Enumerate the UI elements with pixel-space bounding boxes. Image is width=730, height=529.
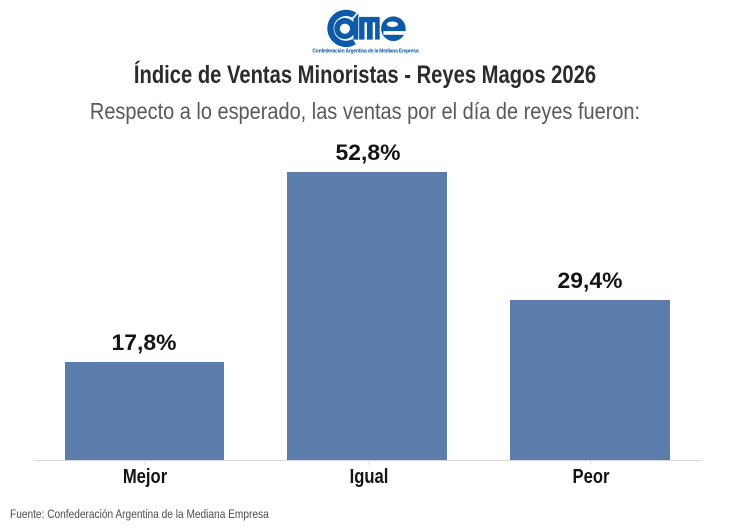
svg-text:Confederación Argentina de la: Confederación Argentina de la Mediana Em… [312, 49, 418, 55]
